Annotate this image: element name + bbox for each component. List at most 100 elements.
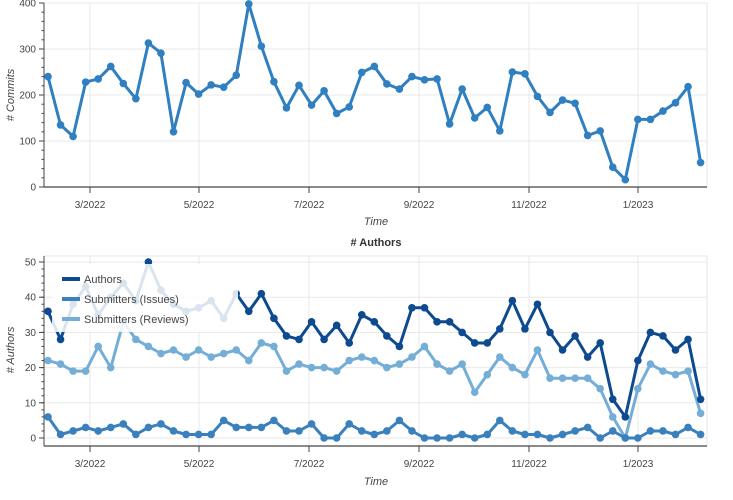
data-point-authors: [282, 332, 291, 340]
y-tick-label: 100: [19, 137, 36, 148]
data-point-submitters-issues: [106, 423, 115, 432]
data-point-authors: [345, 339, 354, 347]
commits-series: [44, 0, 705, 184]
data-point-submitters-issues: [307, 420, 316, 428]
data-point-commits: [245, 0, 253, 8]
data-point-commits: [69, 132, 77, 141]
data-point-commits: [395, 85, 404, 93]
x-tick-label: 3/2022: [75, 200, 106, 211]
data-point-submitters-issues: [408, 427, 416, 435]
data-point-submitters-reviews: [383, 363, 391, 372]
data-point-authors: [521, 325, 529, 333]
data-point-commits: [132, 94, 140, 103]
data-point-submitters-reviews: [408, 353, 416, 361]
data-point-submitters-issues: [571, 427, 579, 435]
data-point-authors: [684, 335, 692, 344]
data-point-commits: [533, 92, 542, 101]
data-point-commits: [470, 114, 479, 122]
y-tick-label: 10: [25, 398, 37, 409]
data-point-commits: [219, 83, 228, 91]
data-point-submitters-issues: [383, 427, 391, 435]
data-point-commits: [634, 115, 642, 124]
data-point-submitters-reviews: [659, 367, 667, 375]
data-point-submitters-issues: [558, 430, 567, 439]
data-point-commits: [608, 163, 617, 172]
data-point-submitters-reviews: [546, 374, 554, 382]
data-point-submitters-reviews: [282, 367, 291, 375]
data-point-authors: [357, 311, 366, 319]
commits-axes: 0 100 200 300 400 3/2022 5/2022 7/2022 9/2022 11/…: [19, 0, 707, 211]
data-point-submitters-reviews: [583, 374, 592, 382]
data-point-submitters-issues: [634, 434, 642, 442]
data-point-commits: [106, 62, 115, 71]
x-tick-label: 7/2022: [294, 459, 325, 470]
data-point-submitters-reviews: [646, 360, 655, 368]
commits-chart: 0 100 200 300 400 3/2022 5/2022 7/2022 9/2022 11/…: [5, 0, 708, 228]
data-point-submitters-reviews: [433, 360, 441, 368]
x-tick-label: 1/2023: [623, 200, 654, 211]
data-point-commits: [458, 85, 466, 93]
data-point-submitters-issues: [458, 430, 466, 439]
commits-x-axis-label: Time: [364, 216, 388, 228]
data-point-submitters-issues: [345, 420, 354, 428]
y-tick-label: 20: [25, 363, 37, 374]
data-point-submitters-reviews: [194, 346, 203, 354]
data-point-submitters-issues: [395, 416, 404, 425]
data-point-submitters-issues: [44, 413, 52, 421]
data-point-authors: [646, 328, 655, 337]
data-point-submitters-issues: [521, 430, 529, 439]
data-point-commits: [357, 68, 366, 77]
series-line-submitters-reviews: [47, 320, 703, 440]
data-point-commits: [270, 77, 278, 86]
data-point-submitters-issues: [169, 427, 178, 435]
data-point-commits: [596, 127, 604, 135]
y-tick-label: 0: [30, 434, 36, 445]
data-point-commits: [332, 109, 341, 118]
data-point-submitters-reviews: [684, 367, 692, 375]
data-point-authors: [395, 342, 404, 351]
authors-legend: Authors Submitters (Issues) Submitters (Re…: [52, 264, 238, 332]
data-point-authors: [270, 314, 278, 323]
legend-box: [52, 264, 238, 332]
data-point-authors: [558, 346, 567, 354]
data-point-submitters-issues: [621, 434, 630, 442]
data-point-submitters-reviews: [94, 342, 102, 351]
data-point-commits: [282, 104, 291, 112]
y-tick-label: 400: [19, 0, 36, 10]
data-point-commits: [583, 131, 592, 140]
data-point-submitters-reviews: [696, 409, 705, 418]
data-point-authors: [307, 318, 316, 326]
data-point-submitters-issues: [69, 427, 77, 435]
data-point-authors: [433, 318, 441, 326]
data-point-submitters-issues: [232, 423, 241, 432]
data-point-submitters-issues: [320, 434, 328, 442]
data-point-submitters-reviews: [270, 342, 278, 351]
data-point-submitters-reviews: [445, 367, 454, 375]
data-point-submitters-reviews: [420, 342, 429, 351]
data-point-submitters-issues: [245, 423, 253, 432]
data-point-submitters-issues: [483, 430, 492, 439]
data-point-submitters-issues: [470, 434, 479, 442]
data-point-submitters-issues: [81, 423, 90, 432]
data-point-submitters-reviews: [521, 370, 529, 379]
data-point-submitters-reviews: [307, 363, 316, 372]
data-point-authors: [533, 300, 542, 309]
data-point-submitters-issues: [56, 430, 65, 439]
authors-x-axis-label: Time: [364, 476, 388, 488]
data-point-submitters-issues: [508, 427, 517, 435]
data-point-submitters-reviews: [571, 374, 579, 382]
data-point-submitters-reviews: [634, 384, 642, 393]
data-point-submitters-reviews: [370, 356, 379, 365]
data-point-submitters-issues: [132, 430, 140, 439]
data-point-submitters-issues: [646, 427, 655, 435]
data-point-authors: [144, 258, 153, 266]
data-point-submitters-issues: [144, 423, 153, 432]
x-tick-label: 5/2022: [184, 459, 215, 470]
data-point-authors: [332, 321, 341, 330]
data-point-authors: [458, 328, 466, 337]
data-point-submitters-reviews: [169, 346, 178, 354]
data-point-authors: [370, 318, 379, 326]
data-point-commits: [558, 96, 567, 104]
data-point-commits: [144, 39, 153, 47]
data-point-commits: [182, 78, 190, 87]
